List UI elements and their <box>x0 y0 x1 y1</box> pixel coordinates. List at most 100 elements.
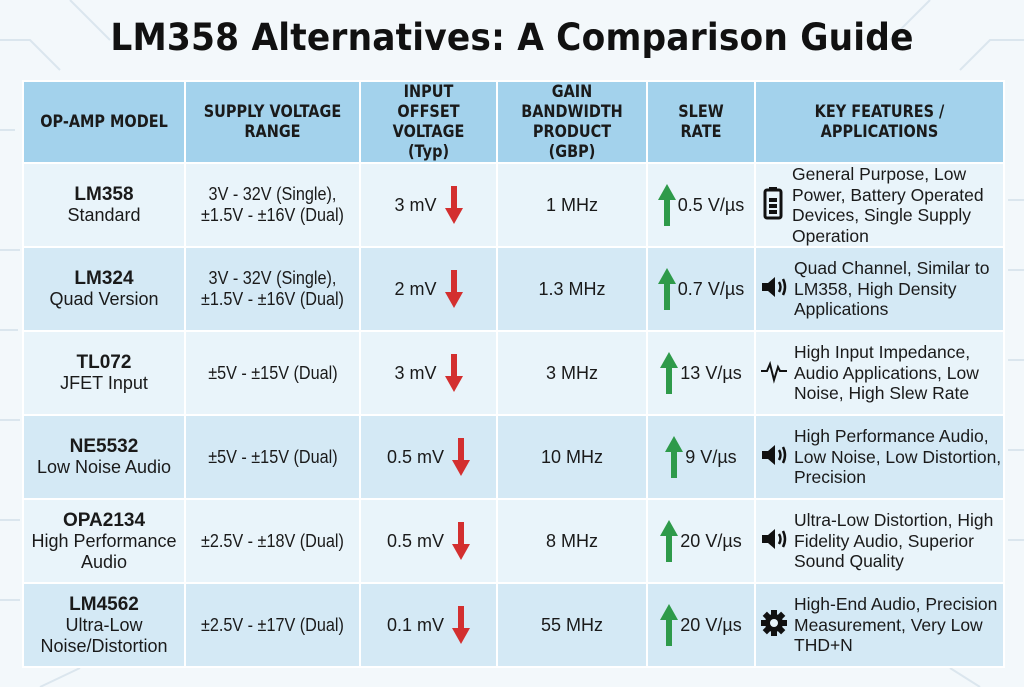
down-arrow-icon <box>452 606 471 644</box>
features-text: High Performance Audio, Low Noise, Low D… <box>794 426 1002 488</box>
model-name: LM324 <box>74 268 134 289</box>
up-arrow-icon <box>660 604 679 646</box>
table-row: LM358 Standard 3V - 32V (Single), ±1.5V -… <box>24 164 1003 246</box>
supply-value: ±2.5V - ±18V (Dual) <box>201 530 344 551</box>
offset-cell: 3 mV <box>361 332 496 414</box>
model-cell: LM358 Standard <box>24 164 184 246</box>
features-cell: Quad Channel, Similar to LM358, High Den… <box>756 248 1003 330</box>
waveform-icon <box>760 358 788 389</box>
supply-cell: ±2.5V - ±18V (Dual) <box>186 500 359 582</box>
model-cell: OPA2134 High Performance Audio <box>24 500 184 582</box>
header-model: OP-AMP MODEL <box>24 82 184 162</box>
page-title: LM358 Alternatives: A Comparison Guide <box>110 16 914 59</box>
offset-cell: 3 mV <box>361 164 496 246</box>
offset-value: 0.5 mV <box>386 446 445 467</box>
table-row: LM4562 Ultra-Low Noise/Distortion ±2.5V -… <box>24 584 1003 666</box>
model-name: LM4562 <box>69 593 139 615</box>
offset-cell: 0.1 mV <box>361 584 496 666</box>
slew-cell: 9 V/µs <box>648 416 754 498</box>
features-cell: High-End Audio, Precision Measurement, V… <box>756 584 1003 666</box>
supply-cell: ±2.5V - ±17V (Dual) <box>186 584 359 666</box>
down-arrow-icon <box>444 270 463 308</box>
supply-value: 3V - 32V (Single), ±1.5V - ±16V (Dual) <box>201 184 344 225</box>
slew-cell: 20 V/µs <box>648 584 754 666</box>
table-row: OPA2134 High Performance Audio ±2.5V - ±1… <box>24 500 1003 582</box>
table-row: TL072 JFET Input ±5V - ±15V (Dual) 3 mV 3… <box>24 332 1003 414</box>
features-text: Quad Channel, Similar to LM358, High Den… <box>794 258 990 320</box>
up-arrow-icon <box>657 184 676 226</box>
model-subtitle: High Performance Audio <box>31 530 177 572</box>
supply-cell: 3V - 32V (Single), ±1.5V - ±16V (Dual) <box>186 248 359 330</box>
features-text: General Purpose, Low Power, Battery Oper… <box>792 164 984 246</box>
supply-cell: 3V - 32V (Single), ±1.5V - ±16V (Dual) <box>186 164 359 246</box>
model-subtitle: JFET Input <box>60 373 148 393</box>
model-cell: LM324 Quad Version <box>24 248 184 330</box>
header-offset: INPUT OFFSET VOLTAGE (Typ) <box>361 82 496 162</box>
header-gbp: GAIN BANDWIDTH PRODUCT (GBP) <box>498 82 646 162</box>
up-arrow-icon <box>657 268 676 310</box>
offset-value: 2 mV <box>394 278 437 299</box>
supply-value: ±2.5V - ±17V (Dual) <box>201 614 344 635</box>
offset-value: 3 mV <box>394 362 437 383</box>
speaker-icon <box>760 274 788 305</box>
gbp-value: 1 MHz <box>545 194 598 215</box>
model-name: NE5532 <box>69 436 139 457</box>
gear-icon <box>760 609 788 642</box>
features-cell: General Purpose, Low Power, Battery Oper… <box>756 164 1003 246</box>
model-cell: NE5532 Low Noise Audio <box>24 416 184 498</box>
offset-cell: 0.5 mV <box>361 500 496 582</box>
supply-value: 3V - 32V (Single), ±1.5V - ±16V (Dual) <box>201 268 344 309</box>
up-arrow-icon <box>660 520 679 562</box>
supply-cell: ±5V - ±15V (Dual) <box>186 332 359 414</box>
model-subtitle: Low Noise Audio <box>36 457 172 477</box>
header-features: KEY FEATURES / APPLICATIONS <box>756 82 1003 162</box>
supply-value: ±5V - ±15V (Dual) <box>207 362 338 383</box>
slew-cell: 0.5 V/µs <box>648 164 754 246</box>
slew-value: 9 V/µs <box>685 446 737 467</box>
gbp-cell: 1 MHz <box>498 164 646 246</box>
features-cell: High Input Impedance, Audio Applications… <box>756 332 1003 414</box>
features-text: High-End Audio, Precision Measurement, V… <box>794 594 998 656</box>
slew-value: 20 V/µs <box>680 530 742 551</box>
up-arrow-icon <box>660 352 679 394</box>
offset-value: 0.1 mV <box>386 614 445 635</box>
offset-cell: 2 mV <box>361 248 496 330</box>
gbp-cell: 3 MHz <box>498 332 646 414</box>
features-text: High Input Impedance, Audio Applications… <box>794 342 979 404</box>
slew-value: 0.7 V/µs <box>677 278 745 299</box>
offset-value: 0.5 mV <box>386 530 445 551</box>
model-name: LM358 <box>74 184 134 205</box>
gbp-cell: 55 MHz <box>498 584 646 666</box>
comparison-table: OP-AMP MODEL SUPPLY VOLTAGE RANGE INPUT … <box>22 80 1005 668</box>
model-cell: LM4562 Ultra-Low Noise/Distortion <box>24 584 184 666</box>
slew-cell: 13 V/µs <box>648 332 754 414</box>
model-subtitle: Standard <box>67 205 141 225</box>
gbp-cell: 1.3 MHz <box>498 248 646 330</box>
slew-cell: 0.7 V/µs <box>648 248 754 330</box>
model-name: OPA2134 <box>62 509 146 531</box>
speaker-icon <box>760 526 788 557</box>
table-row: NE5532 Low Noise Audio ±5V - ±15V (Dual) … <box>24 416 1003 498</box>
header-row: OP-AMP MODEL SUPPLY VOLTAGE RANGE INPUT … <box>24 82 1003 162</box>
supply-value: ±5V - ±15V (Dual) <box>207 446 338 467</box>
down-arrow-icon <box>444 354 463 392</box>
gbp-value: 55 MHz <box>540 614 603 635</box>
features-cell: Ultra-Low Distortion, High Fidelity Audi… <box>756 500 1003 582</box>
down-arrow-icon <box>444 186 463 224</box>
up-arrow-icon <box>665 436 684 478</box>
slew-value: 13 V/µs <box>680 362 742 383</box>
slew-cell: 20 V/µs <box>648 500 754 582</box>
slew-value: 0.5 V/µs <box>677 194 745 215</box>
features-cell: High Performance Audio, Low Noise, Low D… <box>756 416 1003 498</box>
gbp-value: 10 MHz <box>540 446 603 467</box>
gbp-value: 3 MHz <box>545 362 598 383</box>
offset-value: 3 mV <box>394 194 437 215</box>
model-subtitle: Quad Version <box>49 289 159 309</box>
gbp-cell: 8 MHz <box>498 500 646 582</box>
gbp-cell: 10 MHz <box>498 416 646 498</box>
model-subtitle: Ultra-Low Noise/Distortion <box>40 614 168 656</box>
table-row: LM324 Quad Version 3V - 32V (Single), ±1.… <box>24 248 1003 330</box>
down-arrow-icon <box>452 522 471 560</box>
model-cell: TL072 JFET Input <box>24 332 184 414</box>
